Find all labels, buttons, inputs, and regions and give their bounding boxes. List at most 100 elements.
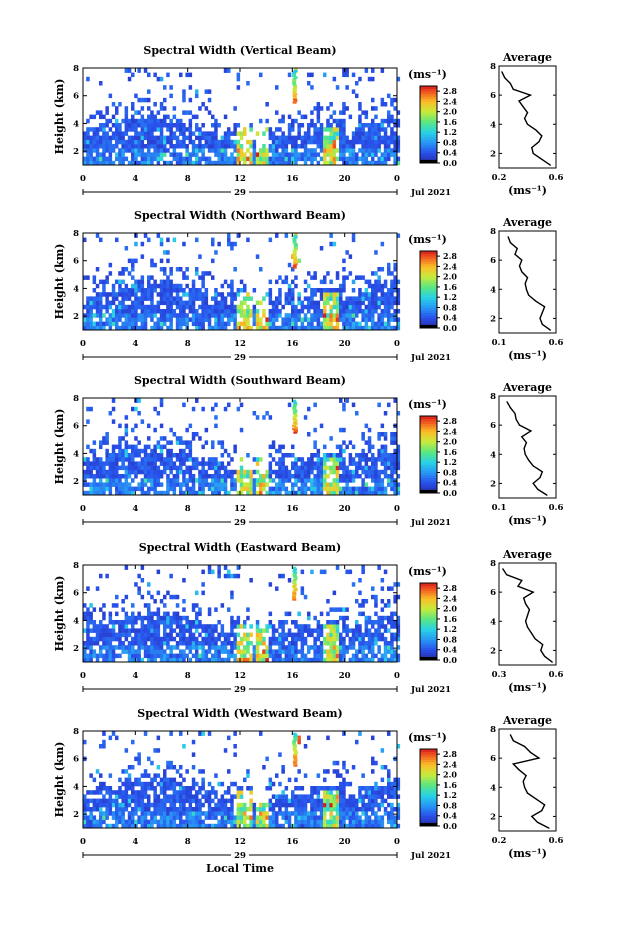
heatmap-cell xyxy=(268,465,273,471)
heatmap-cell xyxy=(172,636,177,642)
heatmap-cell xyxy=(134,474,138,479)
heatmap-cell xyxy=(268,127,273,132)
heatmap-cell xyxy=(143,786,148,791)
heatmap-cell xyxy=(319,156,324,162)
heatmap-cell xyxy=(131,781,135,787)
heatmap-cell xyxy=(319,482,324,487)
heatmap-cell xyxy=(92,486,97,492)
heatmap-cell xyxy=(195,615,199,621)
heatmap-cell xyxy=(150,620,154,625)
heatmap-cell xyxy=(367,317,372,322)
heatmap-cell xyxy=(182,313,186,318)
heatmap-cell xyxy=(383,292,388,297)
heatmap-cell xyxy=(329,641,333,646)
heatmap-cell xyxy=(319,653,324,659)
heatmap-cell xyxy=(339,304,343,310)
colorbar-segment xyxy=(420,439,437,443)
heatmap-cell xyxy=(339,398,343,403)
heatmap-cell xyxy=(207,641,212,646)
date-label: Jul 2021 xyxy=(410,518,451,528)
heatmap-cell xyxy=(319,469,324,475)
heatmap-cell xyxy=(86,148,90,153)
heatmap-cell xyxy=(175,807,180,812)
average-profile-point xyxy=(501,71,503,73)
colorbar-segment xyxy=(420,423,437,427)
heatmap-cell xyxy=(140,317,145,322)
heatmap-cell xyxy=(89,325,93,331)
average-x-tick-label: 0.3 xyxy=(492,670,507,680)
heatmap-cell xyxy=(163,777,167,783)
heatmap-cell xyxy=(150,453,154,458)
heatmap-cell xyxy=(140,97,145,103)
heatmap-cell xyxy=(243,296,247,301)
heatmap-cell xyxy=(92,607,97,612)
heatmap-cell xyxy=(367,127,372,132)
heatmap-cell xyxy=(390,653,394,659)
heatmap-cell xyxy=(159,482,164,487)
heatmap-cell xyxy=(172,815,177,820)
heatmap-cell xyxy=(243,321,247,327)
heatmap-cell xyxy=(326,649,330,654)
heatmap-cell xyxy=(396,628,401,633)
heatmap-cell xyxy=(236,123,241,128)
heatmap-cell xyxy=(249,819,253,825)
heatmap-cell xyxy=(332,457,337,462)
heatmap-cell xyxy=(159,317,164,322)
heatmap-cell xyxy=(185,427,189,433)
heatmap-cell xyxy=(364,292,369,297)
colorbar-segment xyxy=(420,281,437,285)
heatmap-cell xyxy=(364,160,369,166)
heatmap-cell xyxy=(243,300,247,306)
heatmap-cell xyxy=(220,321,225,327)
heatmap-cell xyxy=(214,482,218,487)
heatmap-cell xyxy=(169,620,173,625)
heatmap-cell xyxy=(214,300,218,306)
heatmap-cell xyxy=(185,160,189,166)
heatmap-cell xyxy=(246,469,250,475)
heatmap-cell xyxy=(345,469,349,475)
heatmap-cell xyxy=(223,300,228,306)
heatmap-cell xyxy=(275,586,279,591)
heatmap-cell xyxy=(175,794,180,799)
heatmap-cell xyxy=(335,156,340,162)
heatmap-cell xyxy=(246,649,250,654)
heatmap-cell xyxy=(127,653,132,659)
heatmap-cell xyxy=(319,632,324,638)
heatmap-cell xyxy=(351,582,356,587)
heatmap-cell xyxy=(99,321,103,327)
heatmap-cell xyxy=(367,313,372,318)
heatmap-cell xyxy=(313,649,317,654)
heatmap-cell xyxy=(159,102,164,107)
heatmap-cell xyxy=(201,279,205,285)
heatmap-cell xyxy=(348,317,353,322)
heatmap-cell xyxy=(236,815,241,820)
heatmap-cell xyxy=(255,254,260,259)
colorbar-unit: (ms⁻¹) xyxy=(408,565,447,578)
heatmap-cell xyxy=(163,288,167,293)
heatmap-cell xyxy=(367,649,372,654)
colorbar-segment xyxy=(420,487,437,491)
heatmap-cell xyxy=(220,657,225,663)
heatmap-cell xyxy=(198,148,202,153)
panel-4: Spectral Width (Eastward Beam)2468Height… xyxy=(53,541,563,695)
colorbar-segment xyxy=(420,454,437,458)
heatmap-cell xyxy=(214,607,218,612)
heatmap-cell xyxy=(118,423,122,429)
heatmap-cell xyxy=(339,465,343,471)
average-profile-point xyxy=(506,574,508,576)
heatmap-cell xyxy=(268,160,273,166)
heatmap-cell xyxy=(137,756,141,762)
heatmap-cell xyxy=(147,628,151,633)
heatmap-cell xyxy=(207,313,212,318)
heatmap-cell xyxy=(211,569,215,575)
heatmap-cell xyxy=(127,465,132,471)
heatmap-cell xyxy=(166,760,170,766)
heatmap-cell xyxy=(191,823,196,829)
heatmap-cell xyxy=(204,304,209,310)
heatmap-cell xyxy=(364,304,369,310)
plume-cell xyxy=(293,583,297,586)
heatmap-cell xyxy=(124,777,129,783)
heatmap-cell xyxy=(172,114,177,120)
heatmap-cell xyxy=(182,744,186,749)
colorbar-segment xyxy=(420,310,437,313)
